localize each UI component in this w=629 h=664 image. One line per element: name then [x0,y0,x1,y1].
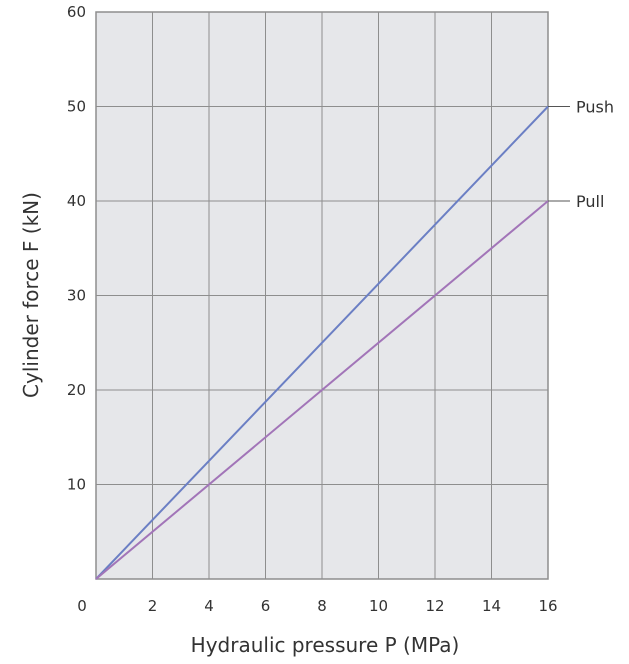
x-tick-label: 2 [148,597,158,615]
series-label-push: Push [576,98,614,117]
grid-lines [96,12,548,579]
plot-frame [95,11,549,580]
y-tick-label: 60 [67,3,86,21]
y-tick-label: 30 [67,287,86,305]
series-label-pull: Pull [576,192,604,211]
y-tick-label: 20 [67,381,86,399]
x-tick-label: 10 [369,597,388,615]
y-tick-label: 10 [67,476,86,494]
x-axis-title: Hydraulic pressure P (MPa) [191,633,460,657]
x-tick-label: 8 [317,597,327,615]
y-tick-labels: 10 20 30 40 50 60 [67,3,86,494]
series-lines [95,105,549,580]
series-line-push [95,105,549,580]
x-tick-label: 4 [204,597,214,615]
x-tick-label: 6 [261,597,271,615]
x-tick-label: 12 [425,597,444,615]
x-tick-label: 0 [77,597,87,615]
series-labels: Push Pull [548,98,614,211]
x-tick-labels: 0 2 4 6 8 10 12 14 16 [77,597,557,615]
y-axis-title: Cylinder force F (kN) [19,192,43,398]
series-line-pull [95,200,549,580]
x-tick-label: 14 [482,597,501,615]
x-tick-label: 16 [538,597,557,615]
y-tick-label: 40 [67,192,86,210]
y-tick-label: 50 [67,98,86,116]
